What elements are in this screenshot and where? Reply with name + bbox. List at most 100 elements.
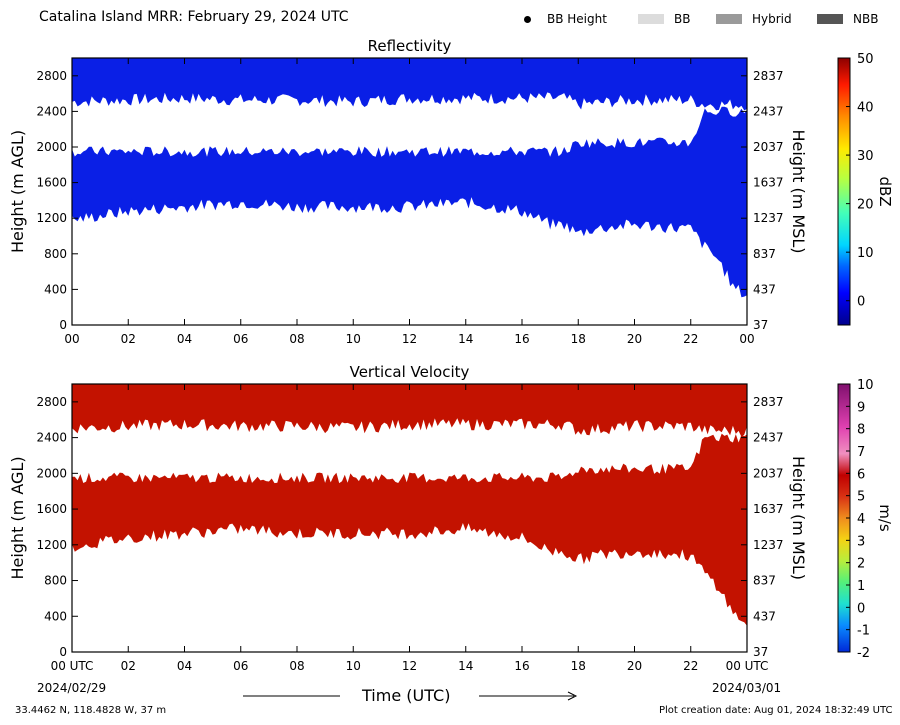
x-tick-label: 18 [571, 332, 586, 346]
colorbar-tick-label: 0 [857, 601, 865, 616]
x-tick-label: 14 [458, 659, 473, 673]
y-tick-label-right: 437 [753, 609, 776, 623]
heatmap-layer-upper [72, 58, 747, 111]
x-tick-label: 00 UTC [51, 659, 94, 673]
creation-date: Plot creation date: Aug 01, 2024 18:32:4… [659, 705, 893, 716]
y-tick-label: 2400 [36, 431, 67, 445]
y-tick-label-right: 2037 [753, 140, 784, 154]
y-axis-label-right: Height (m MSL) [789, 129, 808, 253]
legend-bb: BB [638, 10, 690, 28]
legend-label: BB [674, 12, 691, 26]
y-tick-label-right: 37 [753, 318, 768, 332]
x-tick-label: 02 [121, 659, 136, 673]
legend-label: Hybrid [752, 12, 792, 26]
x-tick-label: 06 [233, 332, 248, 346]
nbb-swatch-icon [817, 14, 843, 24]
hybrid-swatch-icon [716, 14, 742, 24]
x-tick-label: 04 [177, 659, 192, 673]
colorbar-tick-label: 3 [857, 534, 865, 549]
y-tick-label: 2800 [36, 69, 67, 83]
y-tick-label: 2400 [36, 104, 67, 118]
y-tick-label-right: 1237 [753, 211, 784, 225]
y-tick-label: 800 [44, 247, 67, 261]
panel-title: Vertical Velocity [350, 363, 470, 381]
bb-height-dot-icon [524, 15, 531, 23]
colorbar-label: dBZ [876, 176, 894, 206]
x-tick-label: 00 [739, 332, 754, 346]
y-axis-label-right: Height (m MSL) [789, 456, 808, 580]
x-tick-label: 22 [683, 332, 698, 346]
y-tick-label: 400 [44, 282, 67, 296]
y-tick-label: 2800 [36, 395, 67, 409]
y-axis-label: Height (m AGL) [8, 456, 27, 579]
heatmap-layer-lower [72, 433, 747, 626]
y-tick-label-right: 1237 [753, 538, 784, 552]
y-tick-label: 1200 [36, 211, 67, 225]
colorbar-tick-label: 7 [857, 445, 865, 460]
y-tick-label: 1600 [36, 502, 67, 516]
legend-label: BB Height [547, 12, 607, 26]
panel-title: Reflectivity [368, 37, 452, 55]
colorbar [837, 57, 851, 326]
y-tick-label: 2000 [36, 140, 67, 154]
colorbar-tick-label: 30 [857, 149, 874, 164]
y-tick-label-right: 437 [753, 282, 776, 296]
colorbar-tick-label: 0 [857, 295, 865, 310]
x-tick-label: 00 UTC [726, 659, 769, 673]
colorbar-tick-label: 40 [857, 101, 874, 116]
legend-bb-height: BB Height [524, 10, 607, 28]
x-tick-label: 22 [683, 659, 698, 673]
x-tick-label: 20 [627, 659, 642, 673]
y-axis-label: Height (m AGL) [8, 130, 27, 253]
legend-nbb: NBB [817, 10, 878, 28]
y-tick-label: 1200 [36, 538, 67, 552]
colorbar-tick-label: 6 [857, 467, 865, 482]
y-tick-label-right: 1637 [753, 176, 784, 190]
colorbar-tick-label: 9 [857, 400, 865, 415]
y-tick-label-right: 37 [753, 645, 768, 659]
x-tick-label: 14 [458, 332, 473, 346]
y-tick-label-right: 2437 [753, 431, 784, 445]
x-tick-label: 12 [402, 332, 417, 346]
colorbar-label: m/s [876, 504, 894, 532]
x-tick-label: 18 [571, 659, 586, 673]
y-tick-label-right: 2837 [753, 395, 784, 409]
end-date: 2024/03/01 [712, 681, 782, 695]
page-title: Catalina Island MRR: February 29, 2024 U… [39, 9, 349, 25]
colorbar-tick-label: 10 [857, 378, 874, 393]
y-tick-label-right: 837 [753, 247, 776, 261]
y-tick-label-right: 1637 [753, 502, 784, 516]
x-tick-label: 12 [402, 659, 417, 673]
colorbar-tick-label: -1 [857, 624, 870, 639]
colorbar-tick-label: 5 [857, 490, 865, 505]
legend-hybrid: Hybrid [716, 10, 792, 28]
legend-label: NBB [853, 12, 879, 26]
colorbar-tick-label: 1 [857, 579, 865, 594]
x-tick-label: 08 [289, 659, 304, 673]
colorbar-tick-label: 2 [857, 557, 865, 572]
y-tick-label: 800 [44, 574, 67, 588]
colorbar-tick-label: 10 [857, 246, 874, 261]
y-tick-label-right: 837 [753, 574, 776, 588]
bb-swatch-icon [638, 14, 664, 24]
x-tick-label: 16 [514, 659, 529, 673]
x-axis-label: Time (UTC) [362, 686, 451, 705]
colorbar-tick-label: 8 [857, 423, 865, 438]
colorbar-tick-label: 50 [857, 52, 874, 67]
colorbar-tick-label: -2 [857, 646, 870, 661]
x-tick-label: 06 [233, 659, 248, 673]
start-date: 2024/02/29 [37, 681, 107, 695]
x-tick-label: 08 [289, 332, 304, 346]
y-tick-label: 1600 [36, 176, 67, 190]
colorbar-tick-label: 4 [857, 512, 865, 527]
y-tick-label-right: 2037 [753, 466, 784, 480]
y-tick-label: 0 [59, 645, 67, 659]
colorbar-tick-label: 20 [857, 198, 874, 213]
x-tick-label: 00 [64, 332, 79, 346]
station-coordinates: 33.4462 N, 118.4828 W, 37 m [15, 705, 167, 716]
x-tick-label: 20 [627, 332, 642, 346]
y-tick-label: 2000 [36, 466, 67, 480]
x-tick-label: 16 [514, 332, 529, 346]
y-tick-label: 0 [59, 318, 67, 332]
